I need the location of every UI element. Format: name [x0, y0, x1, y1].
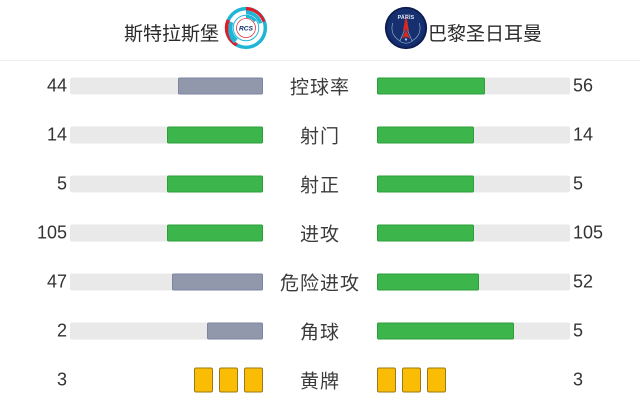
svg-text:RCS: RCS — [239, 26, 254, 33]
svg-text:PARIS: PARIS — [398, 15, 415, 21]
